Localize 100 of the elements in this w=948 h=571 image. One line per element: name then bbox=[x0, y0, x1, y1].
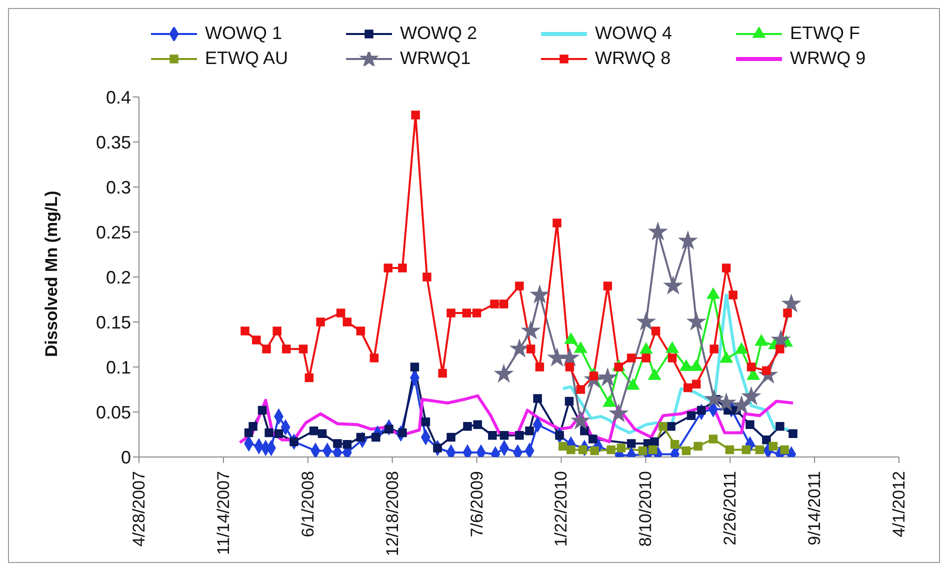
y-axis-title: Dissolved Mn (mg/L) bbox=[42, 190, 62, 357]
point bbox=[722, 264, 731, 272]
point bbox=[588, 434, 598, 444]
point bbox=[648, 222, 667, 240]
point bbox=[558, 442, 568, 451]
legend-label: WRWQ 9 bbox=[790, 48, 866, 69]
point bbox=[616, 444, 626, 452]
point bbox=[638, 446, 648, 456]
x-tick-label: 4/28/2007 bbox=[130, 471, 148, 547]
x-tick-label: 1/22/2010 bbox=[552, 471, 571, 547]
point bbox=[473, 420, 482, 429]
point bbox=[462, 308, 472, 318]
point bbox=[500, 431, 509, 440]
point bbox=[680, 360, 693, 371]
point bbox=[626, 378, 640, 390]
point bbox=[530, 286, 549, 303]
x-tick-label: 7/6/2009 bbox=[467, 471, 486, 538]
point bbox=[309, 426, 318, 436]
point bbox=[472, 308, 482, 318]
point bbox=[356, 326, 366, 336]
point bbox=[670, 440, 680, 449]
point bbox=[515, 431, 524, 440]
point bbox=[776, 422, 784, 431]
x-tick-label: 2/26/2011 bbox=[720, 471, 740, 546]
point bbox=[686, 411, 696, 420]
point bbox=[650, 437, 659, 446]
point bbox=[515, 282, 524, 290]
point bbox=[490, 300, 499, 308]
y-tick-label: 0.35 bbox=[96, 132, 131, 152]
point bbox=[710, 344, 718, 354]
point bbox=[398, 264, 407, 272]
point bbox=[684, 383, 692, 392]
point bbox=[754, 334, 768, 346]
point bbox=[298, 344, 308, 354]
y-tick-label: 0.1 bbox=[106, 357, 131, 378]
point bbox=[411, 110, 420, 120]
legend-label: WRWQ1 bbox=[400, 48, 471, 69]
point bbox=[510, 340, 528, 357]
point bbox=[762, 436, 771, 444]
point bbox=[692, 380, 701, 388]
point bbox=[606, 445, 616, 454]
y-tick-label: 0.05 bbox=[96, 402, 131, 422]
legend-label: WRWQ 8 bbox=[595, 48, 671, 69]
point bbox=[578, 445, 588, 454]
point bbox=[746, 420, 754, 429]
point bbox=[705, 390, 724, 408]
point bbox=[735, 342, 748, 354]
point bbox=[678, 232, 697, 249]
point bbox=[258, 406, 267, 415]
point bbox=[664, 276, 682, 294]
point bbox=[772, 330, 790, 348]
point bbox=[566, 445, 576, 454]
y-tick-label: 0.2 bbox=[106, 267, 131, 288]
point bbox=[720, 352, 733, 363]
point bbox=[666, 342, 679, 353]
point bbox=[463, 422, 472, 431]
point bbox=[552, 218, 562, 228]
legend-label: WOWQ 4 bbox=[595, 23, 672, 44]
point bbox=[446, 308, 456, 318]
point bbox=[637, 312, 656, 330]
y-tick-label: 0.4 bbox=[106, 87, 131, 108]
point bbox=[488, 431, 497, 440]
point bbox=[788, 429, 798, 438]
point bbox=[640, 342, 652, 354]
point bbox=[666, 422, 676, 431]
point bbox=[446, 432, 456, 442]
point bbox=[603, 282, 612, 290]
point bbox=[651, 326, 660, 336]
point bbox=[682, 446, 691, 456]
point bbox=[626, 439, 636, 448]
point bbox=[333, 439, 342, 448]
point bbox=[525, 426, 534, 436]
point bbox=[610, 404, 628, 422]
point bbox=[499, 300, 508, 308]
point bbox=[668, 354, 677, 362]
point bbox=[742, 387, 760, 404]
point bbox=[782, 294, 800, 312]
x-tick-label: 6/1/2008 bbox=[298, 471, 318, 538]
y-tick-label: 0 bbox=[120, 447, 131, 468]
point bbox=[642, 354, 650, 362]
point bbox=[264, 428, 274, 438]
point bbox=[526, 344, 536, 354]
point bbox=[410, 362, 420, 372]
point bbox=[371, 432, 380, 442]
y-tick-label: 0.25 bbox=[96, 222, 131, 242]
point bbox=[690, 360, 703, 371]
point bbox=[590, 446, 599, 456]
point bbox=[522, 322, 540, 339]
point bbox=[318, 429, 327, 438]
x-tick-label: 8/10/2010 bbox=[636, 471, 656, 547]
y-tick-label: 0.3 bbox=[106, 177, 131, 198]
point bbox=[274, 429, 284, 438]
point bbox=[755, 445, 764, 454]
point bbox=[706, 288, 720, 299]
point bbox=[494, 364, 513, 382]
point bbox=[742, 445, 751, 454]
point bbox=[648, 445, 658, 454]
y-tick-label: 0.15 bbox=[96, 312, 131, 332]
x-tick-label: 9/14/2011 bbox=[805, 471, 824, 546]
point bbox=[768, 442, 778, 451]
